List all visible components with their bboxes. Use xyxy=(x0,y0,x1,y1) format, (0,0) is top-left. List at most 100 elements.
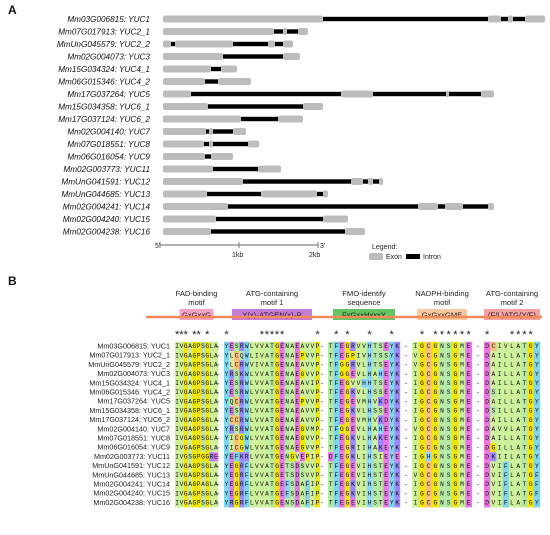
residue-cell xyxy=(279,415,285,425)
residue-cell xyxy=(339,406,345,416)
intron-block xyxy=(205,79,218,84)
gap-dash: - xyxy=(404,472,408,479)
residue-letter: A xyxy=(188,463,192,470)
residue-cell xyxy=(412,452,419,462)
residue-letter: V xyxy=(180,343,184,350)
gap-dash: - xyxy=(216,352,220,359)
residue-letter: L xyxy=(210,490,214,497)
residue-cell xyxy=(294,378,300,388)
residue-letter: G xyxy=(275,444,279,451)
residue-letter: S xyxy=(447,362,451,369)
residue-letter: R xyxy=(240,417,244,424)
residue-letter: G xyxy=(453,362,457,369)
residue-letter: A xyxy=(516,454,520,461)
exon-block xyxy=(351,178,363,185)
residue-letter: F xyxy=(334,417,338,424)
residue-letter: G xyxy=(275,500,279,507)
motif-sequence: Y(x)₂ATGEN(x)₅P xyxy=(242,311,301,320)
residue-letter: P xyxy=(316,389,320,396)
residue-cell xyxy=(394,406,401,416)
residue-cell xyxy=(465,341,473,351)
residue-letter: G xyxy=(275,398,279,405)
residue-cell xyxy=(412,378,419,388)
residue-cell xyxy=(515,360,522,370)
residue-cell xyxy=(484,387,491,397)
residue-letter: S xyxy=(201,343,205,350)
exon-block xyxy=(488,203,494,210)
residue-cell xyxy=(425,498,433,508)
residue-cell xyxy=(183,351,189,361)
residue-letter: P xyxy=(306,454,310,461)
residue-letter: E xyxy=(280,463,284,470)
residue-letter: G xyxy=(205,362,209,369)
residue-letter: Y xyxy=(390,371,394,378)
residue-cell xyxy=(205,461,210,471)
residue-cell xyxy=(496,498,503,508)
intron-block xyxy=(208,104,303,109)
residue-cell xyxy=(361,424,367,434)
residue-cell xyxy=(361,443,367,453)
residue-cell xyxy=(508,479,516,489)
residue-letter: G xyxy=(184,343,188,350)
residue-cell xyxy=(269,489,275,499)
residue-letter: A xyxy=(516,426,520,433)
residue-cell xyxy=(333,369,340,379)
residue-cell xyxy=(339,397,345,407)
residue-cell xyxy=(383,479,390,489)
residue-letter: G xyxy=(275,371,279,378)
gap-dash: - xyxy=(216,343,220,350)
residue-letter: F xyxy=(334,472,338,479)
intron-block xyxy=(241,116,278,122)
residue-letter: A xyxy=(300,389,304,396)
residue-letter: A xyxy=(373,444,377,451)
residue-cell xyxy=(490,498,497,508)
residue-letter: G xyxy=(346,398,350,405)
residue-cell xyxy=(355,397,362,407)
sequence-name: Mm02G004241: YUC14 xyxy=(93,480,170,489)
residue-letter: I xyxy=(498,417,502,424)
residue-letter: Y xyxy=(390,398,394,405)
residue-cell xyxy=(224,452,230,462)
residue-cell xyxy=(521,461,528,471)
residue-letter: G xyxy=(275,380,279,387)
residue-cell xyxy=(372,498,379,508)
scale-tick-2kb: 2kb xyxy=(309,252,320,259)
residue-cell xyxy=(445,406,453,416)
residue-letter: D xyxy=(485,343,489,350)
residue-letter: G xyxy=(192,435,196,442)
exon-block xyxy=(163,128,206,135)
residue-letter: G xyxy=(529,472,533,479)
residue-letter: E xyxy=(384,490,388,497)
alignment-row: Mm06G015346: YUC4_2 I V G A G P S G L A Y E S R W L V V A T G… xyxy=(89,387,541,397)
residue-letter: D xyxy=(295,490,299,497)
residue-cell xyxy=(259,415,265,425)
residue-cell xyxy=(254,387,260,397)
residue-letter: E xyxy=(295,343,299,350)
gap-dash: - xyxy=(320,389,324,396)
residue-letter: G xyxy=(529,435,533,442)
residue-letter: K xyxy=(351,481,355,488)
residue-letter: L xyxy=(250,417,254,424)
residue-cell xyxy=(299,424,306,434)
gap-dash: - xyxy=(320,398,324,405)
residue-letter: M xyxy=(362,398,366,405)
residue-letter: T xyxy=(523,389,527,396)
residue-letter: G xyxy=(205,371,209,378)
residue-cell xyxy=(179,387,184,397)
residue-cell xyxy=(383,360,390,370)
residue-cell xyxy=(249,360,255,370)
residue-cell xyxy=(339,378,345,388)
residue-cell xyxy=(269,351,275,361)
gap-dash: - xyxy=(476,490,480,497)
residue-cell xyxy=(224,378,230,388)
residue-letter: Y xyxy=(390,389,394,396)
residue-cell xyxy=(490,489,497,499)
residue-letter: V xyxy=(255,481,259,488)
residue-cell xyxy=(200,369,206,379)
motif-box xyxy=(333,309,395,320)
conservation-star: * xyxy=(205,329,210,341)
conservation-star: * xyxy=(460,329,465,341)
residue-cell xyxy=(299,443,306,453)
residue-cell xyxy=(527,470,534,480)
exon-block xyxy=(163,28,274,35)
